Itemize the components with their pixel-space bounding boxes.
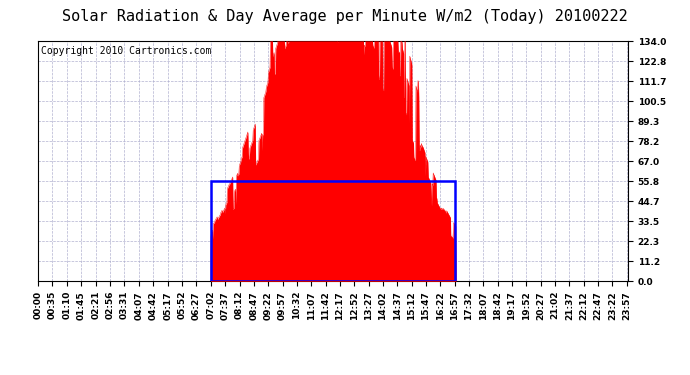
Text: Copyright 2010 Cartronics.com: Copyright 2010 Cartronics.com bbox=[41, 46, 211, 56]
Text: Solar Radiation & Day Average per Minute W/m2 (Today) 20100222: Solar Radiation & Day Average per Minute… bbox=[62, 9, 628, 24]
Bar bbox=[211, 181, 455, 281]
